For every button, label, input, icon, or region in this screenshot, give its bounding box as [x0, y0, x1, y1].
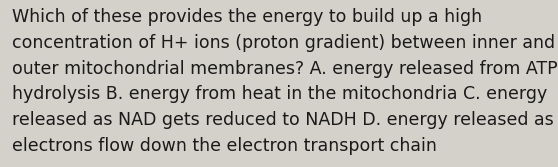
Text: Which of these provides the energy to build up a high
concentration of H+ ions (: Which of these provides the energy to bu…: [12, 8, 558, 155]
